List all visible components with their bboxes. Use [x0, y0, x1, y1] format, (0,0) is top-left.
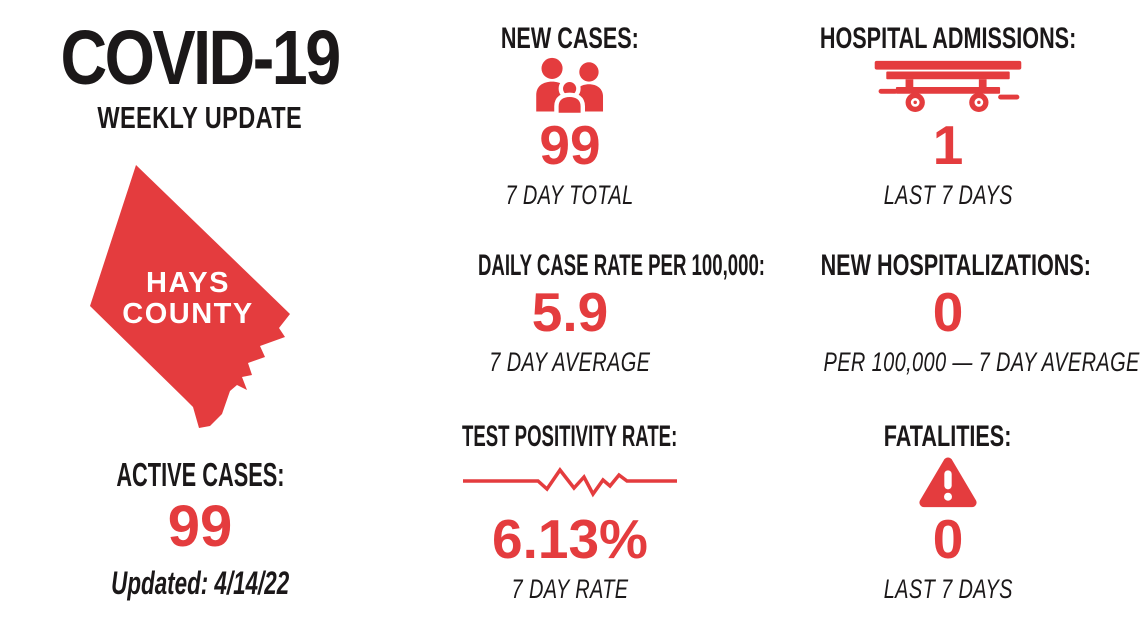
fatalities-note: LAST 7 DAYS: [883, 574, 1013, 604]
active-cases-label: ACTIVE CASES:: [115, 456, 285, 493]
test-positivity-value: 6.13%: [492, 508, 648, 570]
stat-daily-case-rate: DAILY CASE RATE PER 100,000: 5.9 7 DAY A…: [390, 249, 765, 377]
hospital-admissions-value: 1: [932, 114, 964, 176]
daily-case-rate-value: 5.9: [531, 281, 609, 343]
new-hospitalizations-note: PER 100,000 — 7 DAY AVERAGE: [823, 347, 1140, 377]
test-positivity-label: TEST POSITIVITY RATE:: [462, 420, 678, 453]
county-name-line2: COUNTY: [122, 298, 253, 330]
hospital-admissions-label: HOSPITAL ADMISSIONS:: [819, 22, 1077, 55]
new-cases-value: 99: [539, 114, 601, 176]
stretcher-icon: [874, 60, 1022, 113]
new-hospitalizations-value: 0: [932, 281, 964, 343]
test-positivity-note: 7 DAY RATE: [511, 574, 629, 604]
fatalities-value: 0: [932, 508, 964, 570]
hays-county-map-icon: HAYS COUNTY: [90, 165, 290, 428]
page-subtitle: WEEKLY UPDATE: [0, 100, 400, 136]
updated-date: Updated: 4/14/22: [110, 565, 290, 601]
new-hospitalizations-label: NEW HOSPITALIZATIONS:: [820, 249, 1091, 282]
fatalities-label: FATALITIES:: [884, 420, 1012, 453]
new-cases-note: 7 DAY TOTAL: [505, 180, 635, 210]
stat-test-positivity: TEST POSITIVITY RATE: 6.13% 7 DAY RATE: [390, 420, 750, 604]
new-cases-label: NEW CASES:: [500, 22, 640, 55]
stat-hospital-admissions: HOSPITAL ADMISSIONS:: [768, 22, 1128, 210]
page-subtitle-text: WEEKLY UPDATE: [97, 100, 303, 135]
trend-line-icon: [463, 467, 677, 498]
page-title: COVID-19: [0, 14, 400, 102]
stat-fatalities: FATALITIES: 0 LAST 7 DAYS: [768, 420, 1128, 604]
daily-case-rate-note: 7 DAY AVERAGE: [489, 347, 651, 377]
active-cases-value: 99: [167, 494, 233, 559]
hospital-admissions-note: LAST 7 DAYS: [883, 180, 1013, 210]
people-icon: [535, 57, 603, 115]
stat-new-hospitalizations: NEW HOSPITALIZATIONS: 0 PER 100,000 — 7 …: [768, 249, 1140, 377]
daily-case-rate-label: DAILY CASE RATE PER 100,000:: [477, 249, 765, 282]
county-name-line1: HAYS: [146, 267, 230, 299]
warning-icon: [919, 457, 977, 508]
page-title-text: COVID-19: [60, 15, 342, 101]
stat-new-cases: NEW CASES: 99 7 DAY TOTAL: [390, 22, 750, 210]
